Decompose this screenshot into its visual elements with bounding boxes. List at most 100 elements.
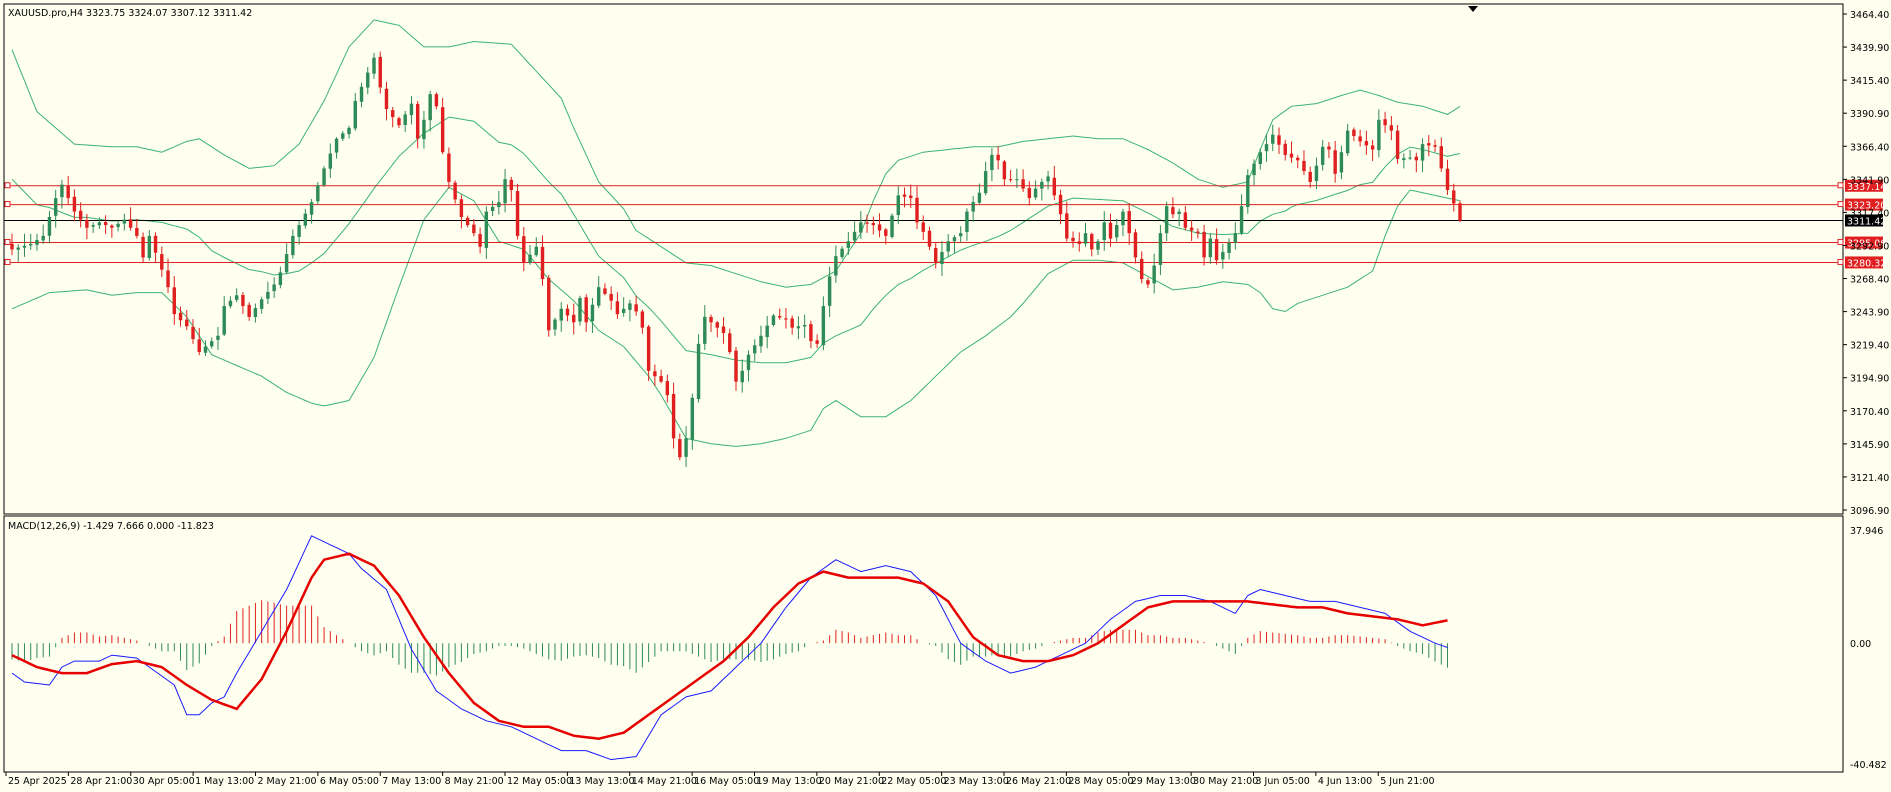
candle-bull — [1083, 233, 1088, 244]
candle-bull — [1377, 119, 1381, 151]
candle-bull — [403, 114, 407, 125]
candle-bull — [628, 303, 632, 310]
candle-bull — [827, 276, 832, 306]
candle-bull — [1420, 144, 1425, 161]
candle-bull — [821, 306, 826, 346]
time-tick-label: 5 Jun 21:00 — [1380, 776, 1434, 787]
price-tick-label: 3390.90 — [1850, 109, 1889, 120]
time-tick-label: 12 May 05:00 — [507, 776, 572, 787]
candle-bull — [746, 354, 751, 371]
bb-lower-line — [11, 186, 1461, 447]
shift-marker-icon[interactable] — [1468, 6, 1478, 12]
level-price-tag — [1845, 236, 1883, 249]
level-price-label: 3337.14 — [1847, 182, 1886, 193]
candle-bull — [35, 239, 39, 245]
candle-bull — [222, 306, 226, 335]
macd-tick-label: -40.482 — [1850, 760, 1887, 771]
candle-bear — [715, 322, 719, 328]
candle-bear — [384, 88, 389, 110]
candle-bull — [303, 213, 308, 226]
candle-bull — [497, 202, 501, 208]
candle-bull — [484, 211, 489, 248]
time-tick-label: 29 May 13:00 — [1131, 776, 1196, 787]
candle-bear — [1139, 258, 1144, 280]
candle-bear — [522, 236, 526, 263]
candle-bull — [122, 219, 127, 224]
candle-bear — [734, 350, 738, 382]
candle-bear — [1452, 190, 1456, 204]
candle-bear — [447, 153, 451, 182]
candle-bull — [1046, 176, 1050, 182]
price-tick-label: 3415.40 — [1850, 76, 1889, 87]
candle-bear — [78, 210, 83, 220]
price-tick-label: 3219.40 — [1850, 341, 1889, 352]
candle-bull — [971, 202, 975, 212]
candle-bear — [1370, 145, 1375, 150]
candle-bull — [840, 248, 844, 258]
candle-bear — [166, 270, 170, 288]
time-tick-label: 26 May 21:00 — [1006, 776, 1071, 787]
candle-bear — [1021, 179, 1025, 189]
price-tick-label: 3243.90 — [1850, 308, 1889, 319]
candle-bull — [1227, 242, 1231, 254]
candle-bull — [796, 326, 801, 329]
candle-bull — [534, 246, 538, 256]
candle-bull — [1152, 265, 1156, 284]
level-handle-right — [1837, 258, 1844, 265]
candle-bear — [784, 318, 788, 320]
time-tick-label: 20 May 21:00 — [819, 776, 884, 787]
level-price-label: 3311.42 — [1847, 216, 1886, 227]
candle-bull — [890, 215, 894, 238]
time-tick-label: 3 Jun 05:00 — [1255, 776, 1309, 787]
candle-bull — [1096, 241, 1100, 250]
candle-bull — [1345, 130, 1350, 154]
candle-bull — [1158, 233, 1163, 265]
candle-bull — [60, 184, 64, 198]
candle-bear — [1395, 130, 1400, 159]
candle-bull — [291, 235, 295, 256]
candle-bear — [397, 118, 401, 126]
candle-bull — [703, 316, 707, 344]
candle-bull — [690, 397, 695, 440]
macd-lines — [11, 535, 1448, 761]
candle-bear — [909, 195, 913, 199]
candle-bull — [341, 133, 345, 139]
candle-bull — [47, 216, 52, 236]
candle-bull — [940, 252, 944, 265]
price-tick-label: 3145.90 — [1850, 440, 1889, 451]
candle-bear — [141, 236, 145, 258]
candle-bear — [996, 154, 1000, 161]
candle-bear — [1352, 129, 1356, 137]
candle-bear — [1308, 171, 1312, 182]
candle-bear — [1289, 153, 1294, 158]
candle-bull — [16, 247, 20, 250]
candle-bull — [990, 154, 994, 170]
candle-bull — [802, 324, 807, 327]
candle-bull — [1408, 157, 1412, 159]
candle-bear — [1133, 232, 1138, 258]
candle-bull — [309, 202, 314, 215]
candle-bear — [1389, 125, 1394, 131]
candle-bull — [771, 315, 776, 326]
candle-bull — [1177, 211, 1181, 214]
candle-bear — [153, 235, 158, 253]
candle-bear — [1065, 213, 1069, 239]
candle-bull — [684, 438, 688, 457]
candle-bear — [459, 199, 464, 217]
candle-bear — [378, 56, 382, 88]
candle-bull — [316, 185, 320, 202]
candle-bear — [10, 243, 14, 250]
candle-bear — [415, 103, 420, 139]
price-tick-label: 3341.90 — [1850, 175, 1889, 186]
macd-pane[interactable] — [3, 515, 1844, 773]
candle-bull — [1102, 222, 1106, 241]
time-tick-label: 8 May 21:00 — [445, 776, 504, 787]
candle-bull — [216, 335, 220, 340]
macd-tick-label: 37.946 — [1850, 526, 1883, 537]
candle-bear — [197, 339, 201, 352]
time-tick-label: 30 May 21:00 — [1193, 776, 1258, 787]
time-tick-label: 28 May 05:00 — [1068, 776, 1133, 787]
price-pane[interactable] — [3, 3, 1844, 515]
